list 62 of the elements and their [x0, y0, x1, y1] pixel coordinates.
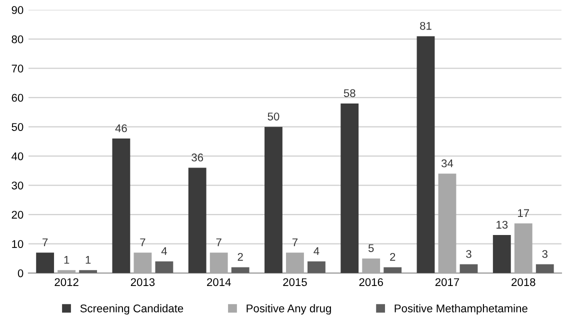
data-label: 17 [518, 209, 530, 217]
bar [210, 252, 228, 274]
legend-label: Screening Candidate [80, 304, 184, 315]
bar [58, 270, 76, 274]
bar [340, 103, 359, 274]
x-tick-label: 2018 [512, 278, 536, 286]
data-label: 3 [466, 250, 472, 258]
legend-label: Positive Any drug [246, 304, 331, 315]
y-tick-label: 0 [18, 269, 24, 278]
bar [286, 252, 304, 274]
bar [438, 174, 456, 274]
data-label: 34 [441, 159, 454, 168]
bar [514, 223, 532, 274]
data-label: 2 [390, 252, 396, 261]
y-tick-label: 50 [12, 123, 24, 131]
data-label: 5 [368, 244, 374, 252]
y-tick-label: 20 [12, 210, 24, 219]
data-label: 36 [192, 154, 204, 162]
data-label: 7 [140, 238, 146, 246]
bar [362, 258, 380, 274]
x-tick-label: 2014 [207, 278, 231, 286]
data-label: 58 [344, 89, 356, 98]
bar [79, 270, 98, 274]
bar [416, 36, 435, 274]
y-tick-label: 60 [12, 94, 24, 102]
data-label: 7 [42, 238, 48, 246]
data-label: 1 [64, 256, 70, 264]
bar [231, 267, 250, 274]
data-label: 13 [496, 220, 508, 229]
data-label: 2 [238, 252, 243, 261]
y-tick-label: 90 [12, 6, 24, 14]
data-label: 81 [420, 22, 432, 30]
x-tick-label: 2016 [359, 278, 383, 286]
data-label: 50 [268, 112, 280, 120]
bar [536, 264, 554, 274]
bar [264, 126, 282, 274]
x-tick-label: 2017 [435, 278, 460, 286]
x-tick-label: 2015 [283, 278, 307, 286]
x-tick-label: 2013 [130, 278, 155, 286]
bar [188, 168, 206, 274]
y-tick-label: 30 [12, 182, 24, 190]
data-label: 4 [314, 247, 320, 255]
data-label: 7 [292, 238, 298, 246]
y-tick-label: 40 [12, 152, 24, 160]
bar [155, 261, 174, 274]
data-label: 4 [161, 247, 167, 255]
data-label: 46 [115, 124, 127, 132]
y-tick-label: 70 [12, 64, 24, 72]
legend-label: Positive Methamphetamine [394, 304, 528, 315]
bar [384, 267, 402, 274]
bar [36, 252, 54, 274]
data-label: 3 [542, 250, 548, 258]
data-label: 1 [86, 256, 91, 264]
bar [492, 235, 511, 274]
data-label: 7 [216, 238, 222, 246]
y-tick-label: 80 [12, 35, 24, 44]
y-tick-label: 10 [12, 240, 24, 248]
x-tick-label: 2012 [54, 278, 78, 286]
bar [308, 261, 326, 274]
bar [460, 264, 478, 274]
bar [134, 252, 152, 274]
bar [112, 138, 130, 274]
